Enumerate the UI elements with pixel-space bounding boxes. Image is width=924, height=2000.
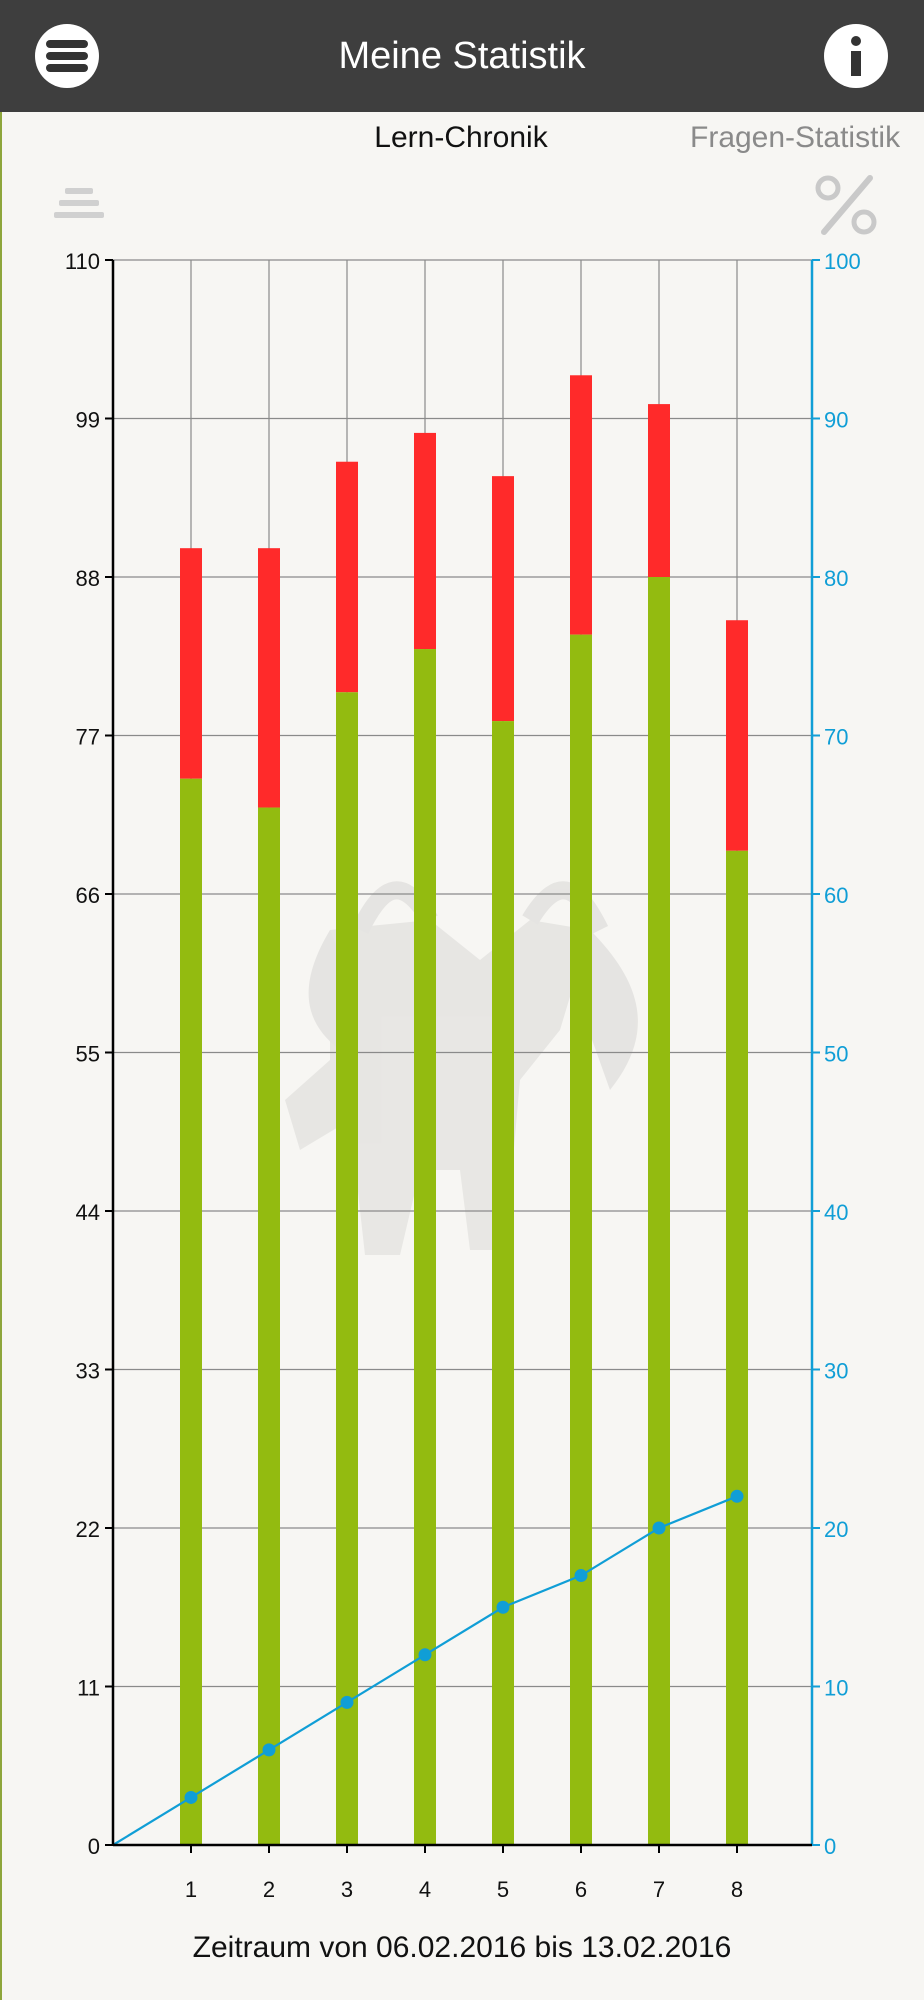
right-tick-label: 70 — [824, 725, 848, 750]
x-tick-label: 1 — [185, 1877, 197, 1902]
left-tick-label: 55 — [76, 1042, 100, 1067]
right-tick-label: 100 — [824, 249, 861, 274]
left-tick-label: 66 — [76, 883, 100, 908]
cumulative-point — [652, 1521, 666, 1535]
info-icon[interactable] — [824, 24, 888, 88]
bar-correct-segment — [726, 850, 748, 1845]
x-axis-label: Zeitraum von 06.02.2016 bis 13.02.2016 — [192, 1931, 732, 1964]
x-tick-label: 5 — [497, 1877, 509, 1902]
hamburger-menu-icon[interactable] — [35, 24, 99, 88]
menu-line — [46, 40, 88, 48]
x-tick-label: 8 — [731, 1877, 743, 1902]
cumulative-point — [184, 1790, 198, 1804]
x-tick-label: 3 — [341, 1877, 353, 1902]
left-tick-label: 11 — [77, 1676, 100, 1701]
left-tick-label: 77 — [76, 725, 100, 750]
left-accent-strip — [0, 112, 2, 2000]
list-icon[interactable] — [52, 182, 106, 224]
left-tick-label: 110 — [65, 249, 100, 274]
right-tick-label: 60 — [824, 883, 848, 908]
bar-wrong-segment — [258, 548, 280, 808]
bar-wrong-segment — [414, 432, 436, 650]
right-tick-label: 90 — [824, 408, 848, 433]
bar-wrong-segment — [492, 476, 514, 722]
right-tick-label: 80 — [824, 566, 848, 591]
x-tick-label: 2 — [263, 1877, 275, 1902]
percent-icon[interactable] — [810, 172, 882, 238]
bar-correct-segment — [258, 807, 280, 1846]
bar-wrong-segment — [336, 461, 358, 693]
right-tick-label: 50 — [824, 1042, 848, 1067]
bar-correct-segment — [180, 778, 202, 1845]
cumulative-point — [574, 1569, 588, 1583]
cumulative-point — [730, 1489, 744, 1503]
x-tick-label: 6 — [575, 1877, 587, 1902]
bar-correct-segment — [570, 634, 592, 1845]
cumulative-point — [262, 1743, 276, 1757]
cumulative-point — [340, 1695, 354, 1709]
info-stem — [851, 51, 861, 76]
bar-correct-segment — [414, 649, 436, 1846]
bar-correct-segment — [648, 577, 670, 1845]
left-tick-label: 99 — [76, 408, 100, 433]
bar-wrong-segment — [570, 375, 592, 635]
cumulative-point — [496, 1600, 510, 1614]
right-tick-label: 20 — [824, 1517, 848, 1542]
x-tick-label: 4 — [419, 1877, 431, 1902]
menu-line — [46, 52, 88, 60]
left-tick-label: 0 — [88, 1834, 100, 1859]
menu-line — [46, 64, 88, 72]
left-tick-label: 44 — [76, 1200, 100, 1225]
info-dot — [851, 36, 861, 46]
tab-fragen-statistik[interactable]: Fragen-Statistik — [690, 121, 901, 154]
right-tick-label: 10 — [824, 1676, 848, 1701]
right-tick-label: 40 — [824, 1200, 848, 1225]
x-tick-label: 7 — [653, 1877, 665, 1902]
tab-lern-chronik[interactable]: Lern-Chronik — [374, 121, 548, 154]
left-tick-label: 88 — [76, 566, 100, 591]
left-tick-label: 33 — [76, 1359, 100, 1384]
top-app-bar: Meine Statistik — [0, 0, 924, 112]
cumulative-point — [418, 1648, 432, 1662]
page-title: Meine Statistik — [338, 35, 586, 77]
chart: 0112233445566778899110010203040506070809… — [65, 249, 861, 1902]
right-tick-label: 30 — [824, 1359, 848, 1384]
left-tick-label: 22 — [76, 1517, 100, 1542]
right-tick-label: 0 — [824, 1834, 836, 1859]
bar-wrong-segment — [726, 620, 748, 851]
bar-correct-segment — [492, 721, 514, 1846]
bar-wrong-segment — [180, 548, 202, 779]
bar-correct-segment — [336, 692, 358, 1845]
bar-wrong-segment — [648, 404, 670, 577]
